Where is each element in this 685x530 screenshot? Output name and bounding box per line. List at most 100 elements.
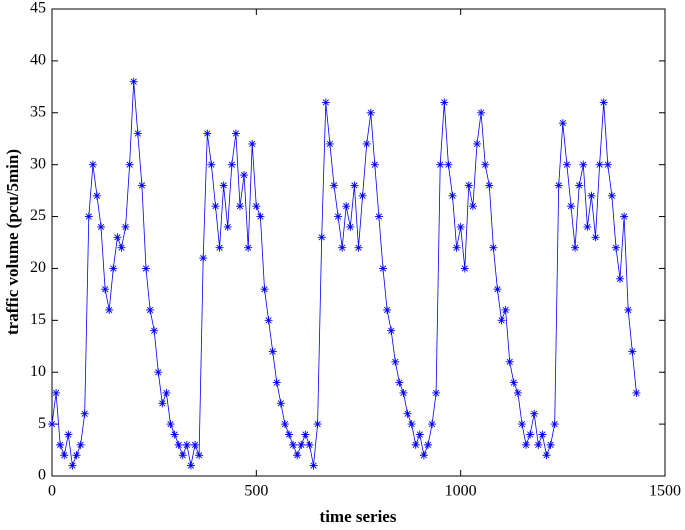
data-point — [264, 316, 273, 325]
data-point — [105, 305, 114, 314]
data-point — [485, 181, 494, 190]
data-point — [346, 222, 355, 231]
data-point — [272, 378, 281, 387]
y-tick-label: 5 — [38, 415, 46, 432]
data-point — [436, 160, 445, 169]
data-point — [137, 181, 146, 190]
data-point — [92, 191, 101, 200]
x-tick-label: 1500 — [649, 483, 681, 500]
data-point — [317, 233, 326, 242]
data-point — [383, 305, 392, 314]
data-point — [289, 440, 298, 449]
data-point — [587, 191, 596, 200]
data-point — [607, 191, 616, 200]
data-point — [313, 420, 322, 429]
data-point — [293, 451, 302, 460]
data-point — [358, 191, 367, 200]
data-point — [440, 98, 449, 107]
data-point — [370, 160, 379, 169]
data-point — [56, 440, 65, 449]
data-point — [342, 202, 351, 211]
data-point — [374, 212, 383, 221]
data-point — [473, 139, 482, 148]
data-point — [68, 461, 77, 470]
data-point — [624, 305, 633, 314]
data-point — [391, 357, 400, 366]
data-point — [595, 160, 604, 169]
data-point — [477, 108, 486, 117]
data-point — [379, 264, 388, 273]
data-point — [240, 171, 249, 180]
data-point — [562, 160, 571, 169]
data-point — [117, 243, 126, 252]
data-point — [178, 451, 187, 460]
data-point — [338, 243, 347, 252]
data-point — [170, 430, 179, 439]
data-point — [113, 233, 122, 242]
data-point — [464, 181, 473, 190]
data-point — [207, 160, 216, 169]
data-point — [235, 202, 244, 211]
data-point — [248, 139, 257, 148]
data-point — [109, 264, 118, 273]
data-point — [554, 181, 563, 190]
data-point — [301, 430, 310, 439]
data-point — [223, 222, 232, 231]
data-point — [80, 409, 89, 418]
data-point — [550, 420, 559, 429]
x-tick-label: 1000 — [445, 483, 477, 500]
data-point — [509, 378, 518, 387]
data-point — [325, 139, 334, 148]
data-point — [591, 233, 600, 242]
data-point — [146, 305, 155, 314]
data-point — [415, 430, 424, 439]
data-point — [583, 222, 592, 231]
data-point — [133, 129, 142, 138]
data-point — [309, 461, 318, 470]
plot-frame — [51, 8, 666, 477]
data-point — [76, 440, 85, 449]
data-point — [162, 388, 171, 397]
data-point — [158, 399, 167, 408]
data-point — [423, 440, 432, 449]
data-point — [60, 451, 69, 460]
y-tick-label: 10 — [30, 363, 46, 380]
data-point — [542, 451, 551, 460]
x-axis-label: time series — [320, 507, 397, 526]
data-point — [428, 420, 437, 429]
data-point — [52, 388, 61, 397]
data-point — [174, 440, 183, 449]
data-point — [72, 451, 81, 460]
data-point — [632, 388, 641, 397]
data-point — [305, 440, 314, 449]
data-point — [575, 181, 584, 190]
data-point — [628, 347, 637, 356]
y-tick-label: 40 — [30, 52, 46, 69]
data-point — [505, 357, 514, 366]
y-tick-label: 35 — [30, 103, 46, 120]
data-point — [215, 243, 224, 252]
data-point — [203, 129, 212, 138]
data-point — [64, 430, 73, 439]
data-point — [366, 108, 375, 117]
data-point — [517, 420, 526, 429]
data-point — [276, 399, 285, 408]
data-point — [268, 347, 277, 356]
data-point — [211, 202, 220, 211]
data-point — [620, 212, 629, 221]
data-point — [354, 243, 363, 252]
data-point — [231, 129, 240, 138]
data-point — [186, 461, 195, 470]
data-point — [252, 202, 261, 211]
data-point — [419, 451, 428, 460]
data-point — [579, 160, 588, 169]
data-point — [125, 160, 134, 169]
data-point — [526, 430, 535, 439]
data-point — [403, 409, 412, 418]
data-point — [97, 222, 106, 231]
data-point — [227, 160, 236, 169]
data-point — [448, 191, 457, 200]
data-point — [571, 243, 580, 252]
y-tick-label: 30 — [30, 155, 46, 172]
